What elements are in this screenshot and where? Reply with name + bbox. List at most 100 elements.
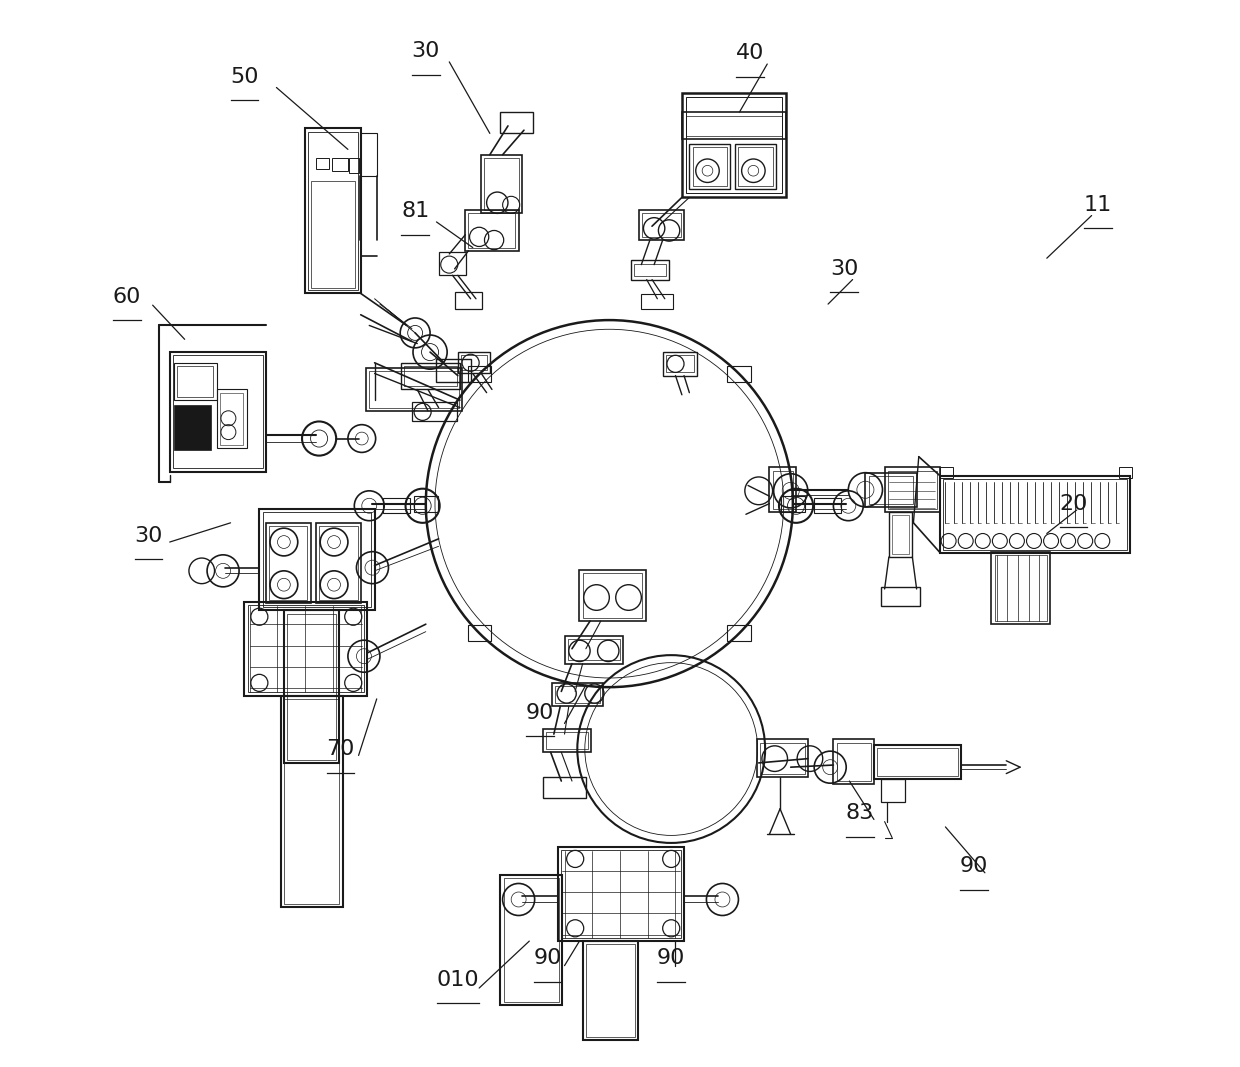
Bar [332, 158, 348, 171]
Bar [305, 128, 361, 293]
Text: 50: 50 [231, 67, 259, 86]
Bar [556, 686, 600, 703]
Bar [882, 779, 905, 802]
Text: 30: 30 [134, 526, 162, 545]
Bar [756, 739, 807, 777]
Bar [485, 158, 518, 210]
Bar [259, 509, 374, 610]
Bar [693, 147, 727, 186]
Bar [503, 878, 559, 1002]
Bar [543, 729, 591, 752]
Bar [837, 743, 870, 781]
Bar [461, 355, 486, 370]
Bar [884, 467, 940, 512]
Bar [469, 213, 516, 248]
Bar [940, 476, 1130, 553]
Bar [940, 467, 952, 478]
Bar [728, 625, 751, 641]
Bar [686, 97, 782, 193]
Bar [458, 352, 490, 373]
Bar [815, 498, 841, 513]
Text: 83: 83 [846, 803, 874, 823]
Bar [558, 847, 684, 941]
Bar [543, 777, 585, 798]
Bar [728, 366, 751, 382]
Bar [991, 552, 1050, 624]
Bar [455, 292, 482, 309]
Bar [284, 699, 340, 904]
Bar [360, 133, 377, 176]
Bar [402, 363, 460, 389]
Bar [316, 523, 361, 603]
Bar [564, 636, 624, 664]
Bar [174, 405, 211, 450]
Bar [689, 144, 730, 189]
Text: 40: 40 [737, 44, 764, 63]
Bar [319, 526, 357, 600]
Text: 90: 90 [526, 703, 554, 722]
Bar [579, 570, 646, 621]
Bar [994, 555, 1047, 621]
Bar [547, 732, 588, 749]
Bar [833, 739, 874, 784]
Text: 20: 20 [1059, 494, 1087, 513]
Bar [366, 368, 463, 411]
Bar [662, 352, 697, 376]
Bar [217, 389, 247, 448]
Bar [263, 512, 372, 607]
Text: 90: 90 [533, 949, 562, 968]
Text: 70: 70 [326, 739, 355, 759]
Bar [310, 181, 356, 288]
Bar [280, 696, 342, 907]
Bar [686, 116, 782, 136]
Bar [404, 366, 456, 386]
Bar [284, 610, 340, 763]
Bar [467, 625, 491, 641]
Bar [370, 371, 459, 408]
Bar [248, 605, 363, 692]
Bar [877, 748, 959, 776]
Bar [583, 573, 642, 618]
Bar [562, 850, 681, 938]
Bar [244, 602, 367, 696]
Bar [172, 355, 263, 468]
Bar [634, 264, 666, 276]
Bar [501, 112, 532, 133]
Bar [642, 213, 681, 237]
Bar [436, 359, 471, 382]
Text: 010: 010 [436, 970, 479, 989]
Text: 30: 30 [830, 259, 858, 278]
Bar [383, 498, 409, 513]
Text: 30: 30 [412, 42, 440, 61]
Bar [739, 147, 773, 186]
Bar [760, 743, 805, 774]
Bar [866, 473, 916, 507]
Bar [666, 355, 693, 372]
Bar [269, 526, 308, 600]
Text: 81: 81 [401, 202, 429, 221]
Bar [944, 479, 1127, 550]
Bar [882, 587, 920, 606]
Bar [174, 363, 217, 400]
Bar [552, 683, 603, 706]
Bar [465, 210, 518, 251]
Bar [682, 93, 786, 197]
Text: 11: 11 [1084, 195, 1112, 214]
Bar [412, 402, 456, 421]
Bar [641, 294, 673, 309]
Bar [316, 158, 329, 169]
Bar [892, 515, 909, 554]
Bar [631, 260, 670, 280]
Bar [177, 366, 213, 397]
Bar [288, 614, 336, 760]
Bar [773, 471, 792, 509]
Bar [682, 112, 786, 139]
Bar [467, 366, 491, 382]
Bar [481, 155, 522, 213]
Bar [170, 352, 265, 472]
Bar [439, 252, 466, 275]
Bar [568, 639, 620, 660]
Bar [309, 132, 357, 290]
Bar [1120, 467, 1132, 478]
Bar [585, 944, 635, 1037]
